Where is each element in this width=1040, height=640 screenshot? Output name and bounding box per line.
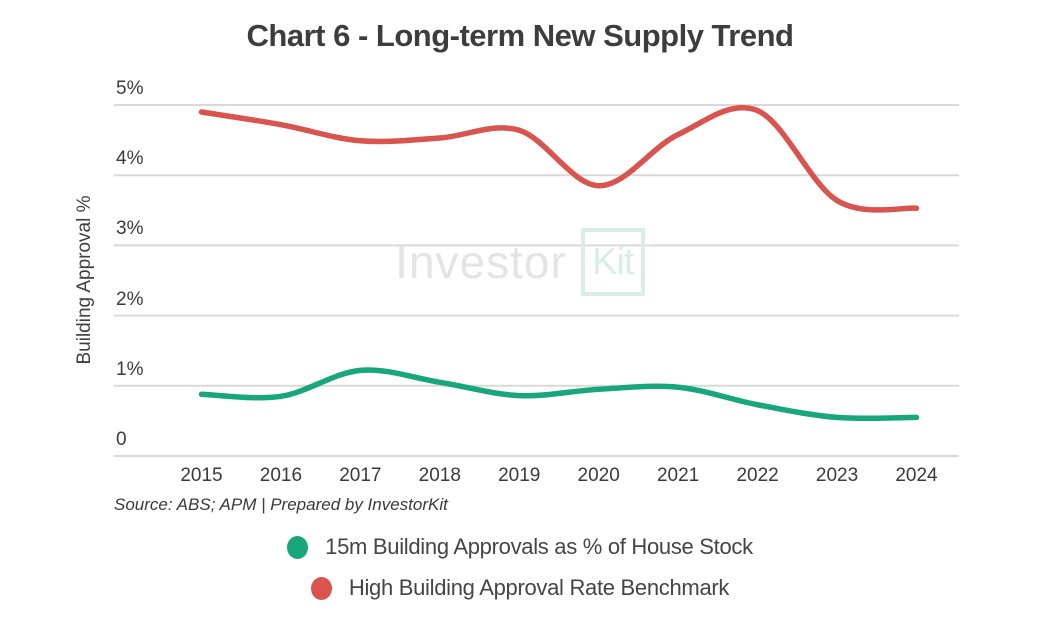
x-tick-label: 2024 (895, 465, 938, 486)
x-tick-label: 2021 (656, 465, 700, 486)
legend-item: High Building Approval Rate Benchmark (310, 575, 730, 601)
legend-marker-icon (287, 535, 309, 559)
series-line (198, 104, 920, 213)
source-note: Source: ABS; APM | Prepared by InvestorK… (114, 495, 448, 514)
x-tick-label: 2018 (418, 465, 461, 486)
y-tick-label: 0 (116, 429, 127, 450)
y-tick-label: 5% (116, 78, 144, 99)
series-line (198, 367, 920, 422)
x-tick-label: 2019 (498, 465, 541, 486)
legend-item: 15m Building Approvals as % of House Sto… (287, 534, 753, 560)
y-tick-label: 2% (116, 288, 144, 310)
x-tick-label: 2015 (180, 465, 223, 486)
legend-label: High Building Approval Rate Benchmark (348, 575, 730, 600)
y-tick-label: 4% (116, 148, 144, 170)
x-tick-label: 2022 (736, 465, 779, 486)
x-tick-label: 2023 (815, 465, 859, 486)
legend-marker-icon (310, 576, 332, 600)
x-tick-label: 2020 (577, 465, 620, 486)
y-tick-label: 1% (116, 358, 144, 380)
legend: 15m Building Approvals as % of House Sto… (0, 534, 1040, 601)
x-tick-label: 2016 (259, 465, 303, 486)
chart-title: Chart 6 - Long-term New Supply Trend (246, 18, 794, 53)
x-tick-label: 2017 (339, 465, 382, 486)
y-tick-label: 3% (116, 218, 144, 240)
legend-label: 15m Building Approvals as % of House Sto… (325, 534, 753, 559)
